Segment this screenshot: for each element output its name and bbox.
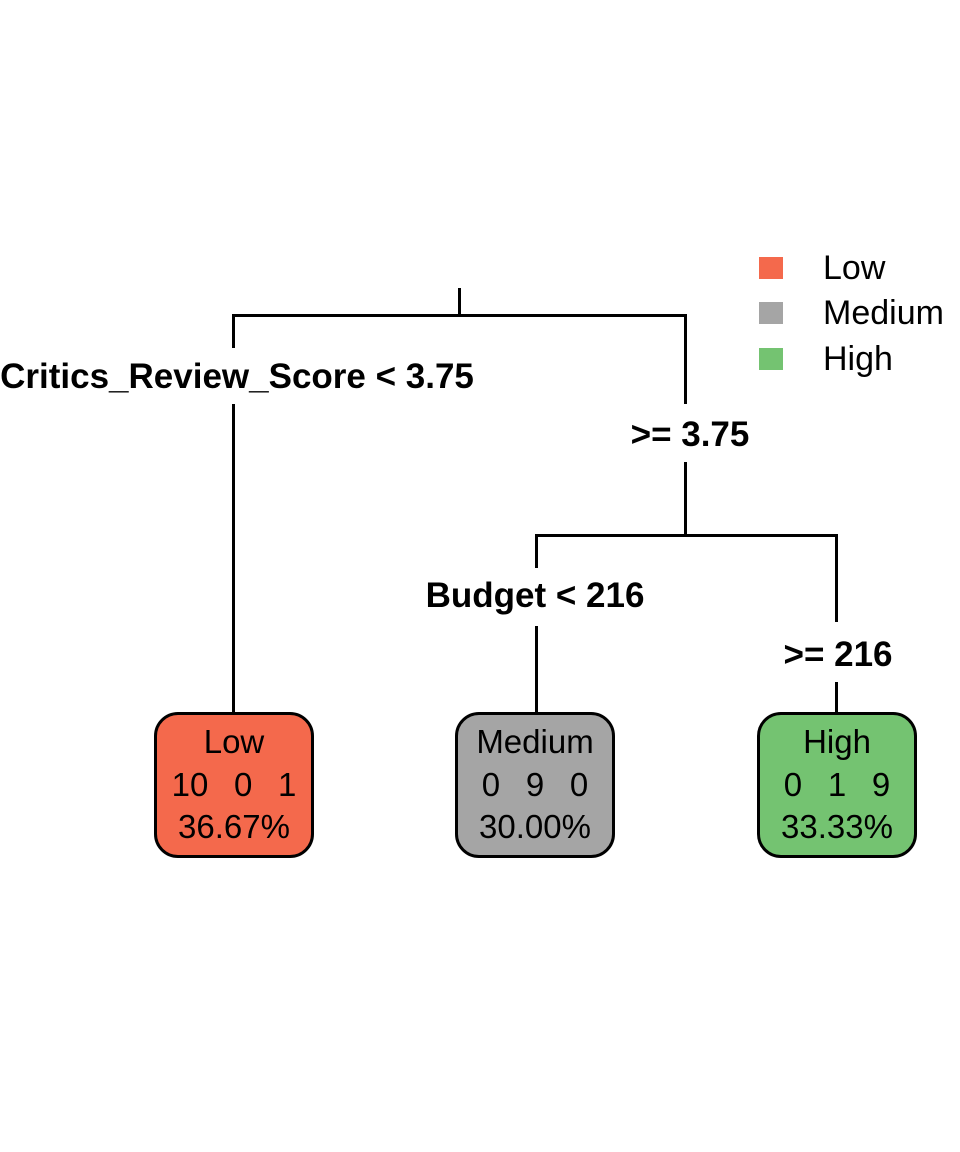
legend-row-low: Low [759, 246, 885, 290]
edge-second-bar [535, 534, 838, 537]
edge-right2-lower [835, 682, 838, 714]
edge-mid-upper [535, 534, 538, 568]
leaf-high-percent: 33.33% [781, 808, 893, 846]
leaf-medium-counts: 0 9 0 [481, 765, 589, 803]
split-label-mid-left: Budget < 216 [425, 576, 645, 615]
legend-swatch-low-icon [759, 257, 783, 279]
legend-label-low: Low [823, 249, 886, 287]
edge-root-stem [458, 288, 461, 316]
edge-right2-upper [835, 534, 838, 622]
split-label-root-right: >= 3.75 [630, 415, 750, 454]
legend-label-high: High [823, 340, 893, 378]
edge-left-lower [232, 404, 235, 714]
legend-label-medium: Medium [823, 294, 944, 332]
leaf-node-medium: Medium 0 9 0 30.00% [455, 712, 615, 858]
leaf-medium-class: Medium [476, 722, 594, 760]
edge-left-upper [232, 314, 235, 348]
split-label-root-left: Critics_Review_Score < 3.75 [0, 357, 474, 396]
leaf-medium-percent: 30.00% [479, 808, 591, 846]
edge-root-bar [232, 314, 687, 317]
leaf-node-high: High 0 1 9 33.33% [757, 712, 917, 858]
leaf-high-class: High [803, 722, 871, 760]
leaf-high-counts: 0 1 9 [783, 765, 891, 803]
legend-swatch-medium-icon [759, 302, 783, 324]
leaf-low-percent: 36.67% [178, 808, 290, 846]
legend-row-high: High [759, 337, 893, 381]
leaf-low-counts: 10 0 1 [171, 765, 297, 803]
legend-swatch-high-icon [759, 348, 783, 370]
edge-right-upper [684, 314, 687, 404]
legend-row-medium: Medium [759, 291, 944, 335]
edge-mid-lower [535, 626, 538, 714]
leaf-node-low: Low 10 0 1 36.67% [154, 712, 314, 858]
split-label-mid-right: >= 216 [783, 635, 893, 674]
edge-right-lower [684, 462, 687, 536]
leaf-low-class: Low [203, 722, 265, 760]
